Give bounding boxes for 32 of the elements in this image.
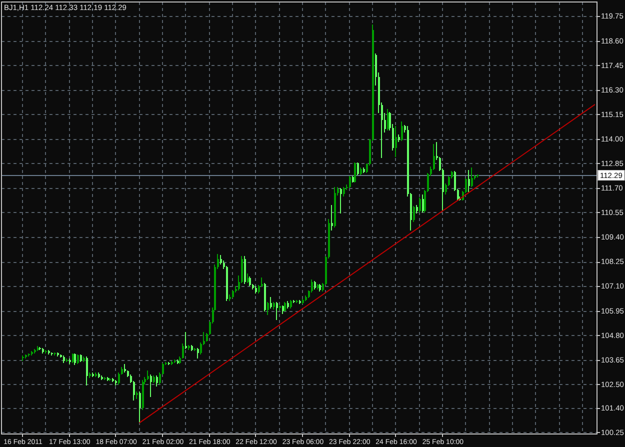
candlestick xyxy=(86,356,88,386)
candlestick xyxy=(270,296,272,309)
candlestick xyxy=(150,374,152,398)
candlestick xyxy=(276,302,278,321)
candlestick xyxy=(139,391,141,424)
candlestick xyxy=(468,169,470,193)
candlestick xyxy=(147,370,149,380)
candlestick xyxy=(220,254,222,266)
candlestick xyxy=(267,302,269,316)
candlestick xyxy=(182,343,184,360)
candlestick xyxy=(284,302,286,312)
candlestick xyxy=(77,354,79,364)
candlestick xyxy=(354,162,356,184)
candlestick xyxy=(401,121,403,142)
candlestick xyxy=(156,375,158,387)
candlestick xyxy=(331,204,333,232)
candlestick xyxy=(357,162,359,176)
candlestick xyxy=(395,126,397,158)
candlestick xyxy=(433,144,435,170)
candlestick xyxy=(471,167,473,188)
candlestick xyxy=(349,176,351,188)
candlestick xyxy=(197,347,199,360)
candlestick xyxy=(249,276,251,287)
candlestick xyxy=(261,277,263,288)
candlestick xyxy=(340,187,342,214)
candlestick xyxy=(74,352,76,366)
candlestick xyxy=(185,331,187,350)
candlestick xyxy=(419,197,421,213)
candlestick xyxy=(343,186,345,197)
candlestick xyxy=(244,256,246,284)
candlestick xyxy=(311,279,313,293)
candlestick xyxy=(413,206,415,223)
